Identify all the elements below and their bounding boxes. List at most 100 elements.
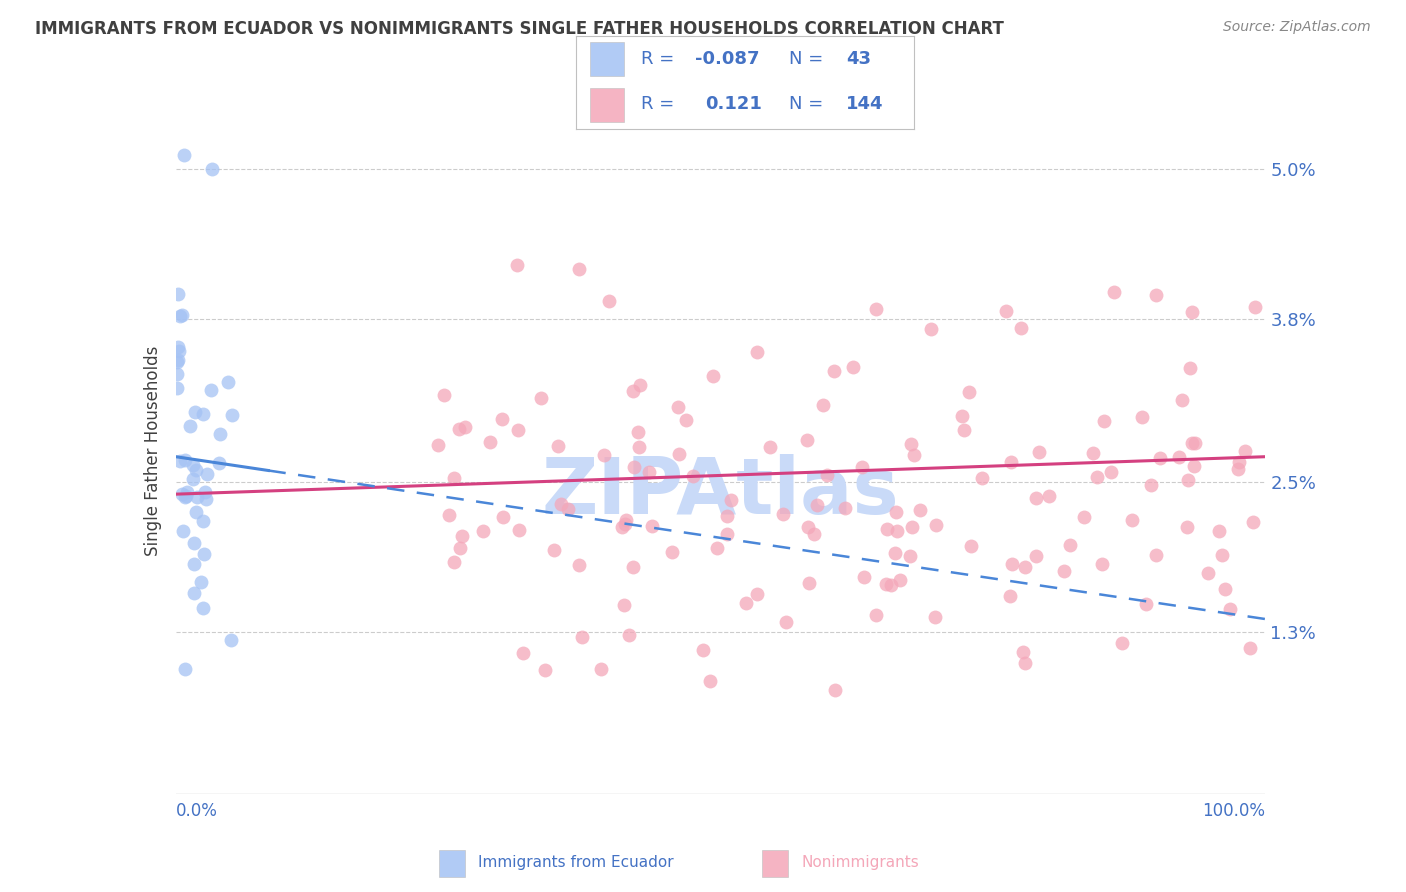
Point [1149,450,1171,465]
Point [449,541,471,556]
Point [201,162,224,177]
Point [449,422,471,436]
Point [194,491,217,506]
Bar [591,42,624,76]
Point [925,517,948,532]
Point [720,492,742,507]
Point [530,392,553,406]
Point [775,615,797,629]
Point [1140,478,1163,492]
Text: R =: R = [641,50,673,68]
Point [706,541,728,556]
Point [1219,602,1241,616]
Point [898,549,921,563]
Point [1130,409,1153,424]
Point [443,470,465,484]
Point [172,524,194,538]
Bar [762,850,789,877]
Point [184,505,207,519]
Point [1182,458,1205,473]
Point [803,527,825,541]
Point [508,523,530,537]
Point [716,526,738,541]
Text: N =: N = [789,95,824,113]
Point [506,259,529,273]
Point [173,148,195,162]
Point [506,423,529,437]
Point [491,411,513,425]
Point [1014,657,1036,671]
Text: Immigrants from Ecuador: Immigrants from Ecuador [478,855,673,870]
Point [1083,446,1105,460]
Point [799,575,821,590]
Point [1059,538,1081,552]
Text: 0.0%: 0.0% [176,802,218,820]
Point [952,409,974,423]
Point [699,674,721,689]
Point [491,509,513,524]
Point [1010,321,1032,335]
Point [952,423,974,437]
Point [970,471,993,485]
Point [479,434,502,449]
Point [900,436,922,450]
Point [200,384,222,398]
Point [209,426,232,441]
Point [181,472,204,486]
Point [1243,300,1265,314]
Point [627,425,650,439]
Point [1227,461,1250,475]
Point [903,448,925,462]
Point [1241,515,1264,529]
Point [880,577,903,591]
Point [920,322,942,336]
Point [884,546,907,560]
Point [661,544,683,558]
Point [1211,548,1233,562]
Point [668,447,690,461]
Text: N =: N = [789,50,824,68]
Point [759,440,782,454]
Point [628,377,651,392]
Point [747,587,769,601]
Point [194,485,217,500]
Point [1181,436,1204,450]
Point [217,375,239,389]
Point [1000,557,1022,571]
Point [1073,510,1095,524]
Point [621,384,644,398]
Point [557,502,579,516]
Point [851,459,873,474]
Point [1092,413,1115,427]
Point [172,486,194,500]
Point [641,519,664,533]
Point [796,434,818,448]
Point [1233,444,1256,458]
Point [834,501,856,516]
Point [619,627,641,641]
Point [1000,455,1022,469]
Point [612,519,634,533]
Point [1208,524,1230,539]
Text: 100.0%: 100.0% [1202,802,1265,820]
Point [747,345,769,359]
Point [621,560,644,574]
Point [191,600,214,615]
Point [716,508,738,523]
Point [183,536,205,550]
Point [1091,557,1114,571]
Point [167,344,190,359]
Point [638,465,661,479]
Point [190,575,212,590]
Point [797,520,820,534]
Point [427,437,450,451]
Point [1025,491,1047,505]
Point [957,384,980,399]
Point [994,304,1017,318]
Text: -0.087: -0.087 [695,50,759,68]
Point [865,608,887,623]
Point [1177,473,1199,487]
Point [191,407,214,421]
Text: IMMIGRANTS FROM ECUADOR VS NONIMMIGRANTS SINGLE FATHER HOUSEHOLDS CORRELATION CH: IMMIGRANTS FROM ECUADOR VS NONIMMIGRANTS… [35,20,1004,37]
Point [811,398,834,412]
